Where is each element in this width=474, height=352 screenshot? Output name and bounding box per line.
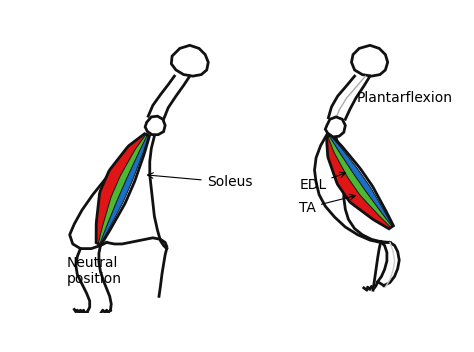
- Polygon shape: [325, 117, 346, 137]
- Text: EDL: EDL: [299, 172, 346, 192]
- Polygon shape: [100, 135, 149, 245]
- Polygon shape: [100, 136, 149, 245]
- Polygon shape: [327, 137, 391, 229]
- Text: Soleus: Soleus: [147, 173, 252, 189]
- Polygon shape: [328, 136, 392, 227]
- Polygon shape: [329, 135, 393, 227]
- Polygon shape: [330, 134, 393, 226]
- Polygon shape: [352, 45, 388, 76]
- Polygon shape: [98, 134, 147, 244]
- Text: Neutral
position: Neutral position: [66, 256, 122, 287]
- Polygon shape: [145, 116, 165, 134]
- Polygon shape: [171, 45, 208, 76]
- Text: Plantarflexion: Plantarflexion: [357, 91, 453, 105]
- Text: TA: TA: [299, 194, 356, 215]
- Polygon shape: [96, 134, 146, 244]
